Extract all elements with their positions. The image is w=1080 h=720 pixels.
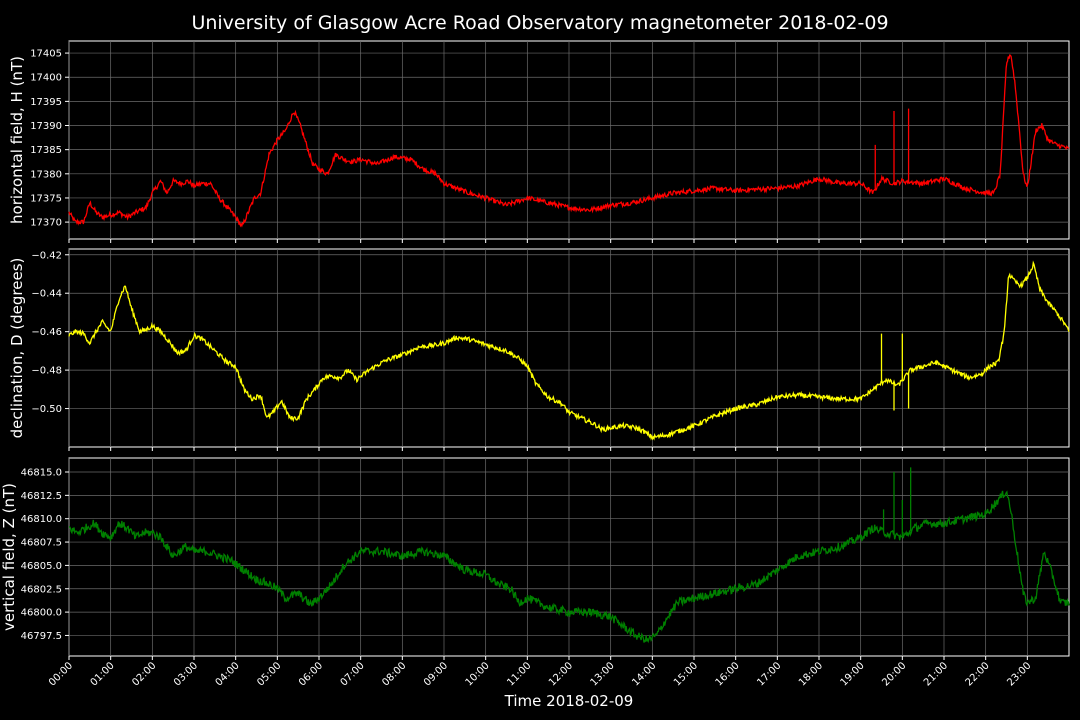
panel-horizontal-field: 17370 17375 17380 17385 17390 17395 17400 17405… <box>8 40 1070 243</box>
series-line-z <box>68 467 1070 644</box>
y-tick-label: 46800.0 <box>21 608 62 619</box>
chart-title: University of Glasgow Acre Road Observat… <box>191 12 888 34</box>
ylabel-z: vertical field, Z (nT) <box>0 483 18 631</box>
series-line-d <box>68 260 1070 441</box>
y-tick-label: 46812.5 <box>21 491 62 502</box>
y-tick-label: 17370 <box>30 218 62 229</box>
grid-z <box>68 458 1069 660</box>
y-tick-label: 46797.5 <box>21 631 62 642</box>
y-tick-label: 17400 <box>30 73 62 84</box>
y-tick-label: −0.44 <box>31 289 62 300</box>
y-tick-label: 46807.5 <box>21 538 62 549</box>
x-axis-label: Time 2018-02-09 <box>504 692 634 710</box>
y-tick-label: 46805.0 <box>21 561 62 572</box>
yticks-z: 46797.5 46800.0 46802.5 46805.0 46807.5 46810… <box>21 468 69 642</box>
y-tick-label: 17390 <box>30 121 62 132</box>
y-tick-label: −0.46 <box>31 327 62 338</box>
grid-h <box>68 41 1069 243</box>
y-tick-label: 17395 <box>30 97 62 108</box>
panel-vertical-field: 46797.5 46800.0 46802.5 46805.0 46807.5 46810… <box>0 457 1070 660</box>
y-tick-label: 17375 <box>30 193 62 204</box>
yticks-d: −0.50 −0.48 −0.46 −0.44 −0.42 <box>31 250 69 415</box>
y-tick-label: 46810.0 <box>21 514 62 525</box>
panel-declination: −0.50 −0.48 −0.46 −0.44 −0.42 declination, D… <box>8 248 1070 451</box>
y-tick-label: 17385 <box>30 145 62 156</box>
yticks-h: 17370 17375 17380 17385 17390 17395 17400 17405 <box>30 49 69 229</box>
y-tick-label: −0.48 <box>31 366 62 377</box>
y-tick-label: −0.50 <box>31 404 62 415</box>
ylabel-d: declination, D (degrees) <box>8 258 26 439</box>
y-tick-label: 46815.0 <box>21 468 62 479</box>
series-line-h <box>68 54 1070 228</box>
y-tick-label: −0.42 <box>31 250 62 261</box>
y-tick-label: 46802.5 <box>21 584 62 595</box>
y-tick-label: 17405 <box>30 49 62 60</box>
ylabel-h: horizontal field, H (nT) <box>8 56 26 224</box>
y-tick-label: 17380 <box>30 169 62 180</box>
